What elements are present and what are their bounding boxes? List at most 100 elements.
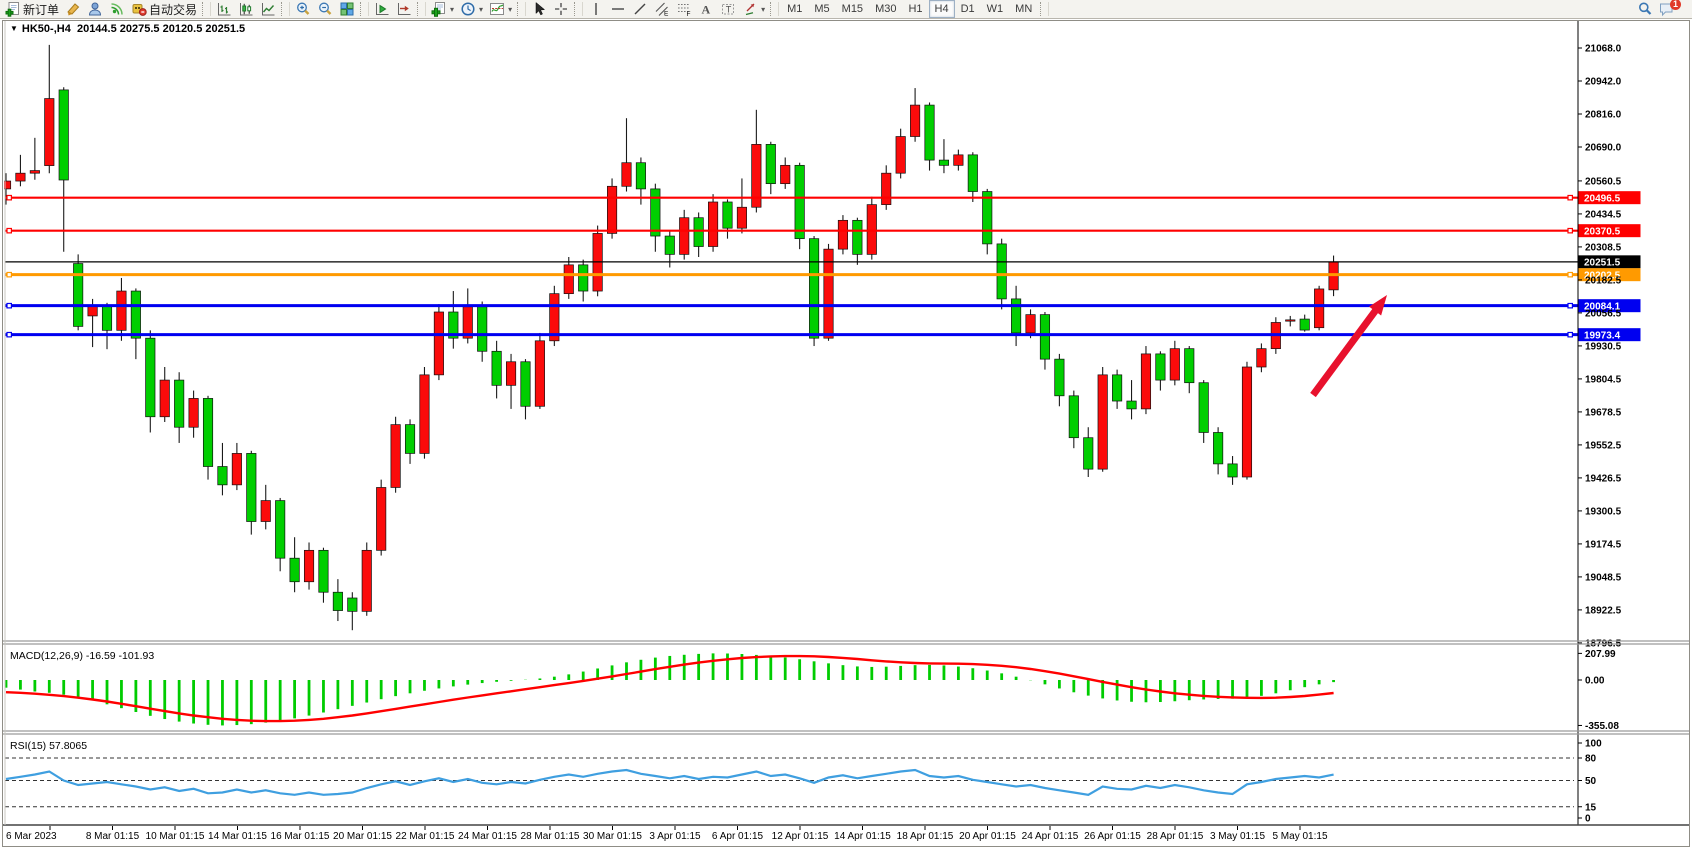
candlestick-chart-icon [238, 1, 254, 17]
candle [390, 424, 401, 488]
text-icon: A [698, 1, 714, 17]
time-axis-label: 28 Mar 01:15 [521, 831, 580, 842]
toolbar-period-button[interactable]: ▾ [457, 0, 486, 18]
toolbar-arrows-button[interactable]: ▾ [739, 0, 768, 18]
trendline-icon [632, 1, 648, 17]
toolbar-bar-chart-button[interactable] [213, 0, 235, 18]
bar-chart-icon [216, 1, 232, 17]
toolbar-tf-w1-button[interactable]: W1 [981, 0, 1010, 18]
toolbar-chat-button[interactable]: 1 [1656, 0, 1684, 18]
toolbar-autotrade-button[interactable]: 自动交易 [128, 0, 200, 18]
toolbar-group-draw: E F A T ▾ [585, 0, 768, 18]
toolbar-text-label-button[interactable]: T [717, 0, 739, 18]
candle [1039, 314, 1051, 360]
signals-icon [109, 1, 125, 17]
toolbar-text-button[interactable]: A [695, 0, 717, 18]
time-axis[interactable]: 6 Mar 2023 8 Mar 01:15 10 Mar 01:15 14 Mar … [6, 826, 1328, 842]
candle [722, 201, 733, 229]
toolbar-new-order-button[interactable]: 新订单 [2, 0, 62, 18]
rsi-line [5, 768, 1334, 796]
candle [996, 243, 1007, 300]
fibonacci-icon: F [676, 1, 692, 17]
candle [736, 206, 747, 229]
toolbar-group-zoom [292, 0, 358, 18]
toolbar-equidistant-channel-button[interactable]: E [651, 0, 673, 18]
candle [1025, 314, 1036, 334]
toolbar-tf-m5-button[interactable]: M5 [808, 0, 835, 18]
toolbar-trendline-button[interactable] [629, 0, 651, 18]
time-axis-label: 28 Apr 01:15 [1147, 831, 1204, 842]
toolbar-new-order-label: 新订单 [23, 2, 60, 17]
toolbar-tf-mn-label: MN [1015, 3, 1033, 15]
toolbar-search-button[interactable] [1634, 0, 1656, 18]
macd-pane [4, 653, 1335, 726]
time-axis-label: 6 Apr 01:15 [712, 831, 764, 842]
toolbar-auto-scroll-button[interactable] [371, 0, 393, 18]
candle [809, 238, 820, 339]
svg-text:E: E [664, 11, 669, 18]
toolbar-tf-d1-button[interactable]: D1 [955, 0, 981, 18]
line-chart-icon [260, 1, 276, 17]
toolbar-tf-m15-button[interactable]: M15 [836, 0, 869, 18]
candle [635, 162, 646, 190]
price-axis-label: 20434.5 [1585, 209, 1622, 220]
main-toolbar: 新订单 自动交易 ▾ ▾ ▾ E F A T ▾ M1 M5 M15 M30 H1 H4 D1 W1 MN 1 [0, 0, 1692, 19]
horizontal-line-object[interactable]: 20202.5 [5, 268, 1641, 281]
horizontal-line-object[interactable]: 20084.1 [5, 299, 1641, 312]
macd-signal-line [5, 654, 1334, 723]
candle [1198, 382, 1209, 433]
candle [217, 466, 228, 486]
toolbar-tf-mn-button[interactable]: MN [1009, 0, 1038, 18]
time-axis-label: 10 Mar 01:15 [146, 831, 205, 842]
toolbar-vertical-line-button[interactable] [585, 0, 607, 18]
toolbar-autotrade-label: 自动交易 [149, 2, 198, 17]
toolbar-indicators-button[interactable]: ▾ [486, 0, 515, 18]
horizontal-line-object[interactable]: 20370.5 [5, 224, 1641, 237]
toolbar-zoom-out-button[interactable] [314, 0, 336, 18]
toolbar-zoom-in-button[interactable] [292, 0, 314, 18]
candle [1126, 400, 1137, 410]
toolbar-tf-h1-button[interactable]: H1 [902, 0, 928, 18]
candle [275, 500, 286, 559]
candle [1083, 437, 1094, 470]
toolbar-chart-shift-button[interactable] [393, 0, 415, 18]
candle [664, 235, 675, 255]
svg-text:T: T [726, 4, 732, 14]
toolbar-fibonacci-button[interactable]: F [673, 0, 695, 18]
current-price-line[interactable]: 20251.5 [5, 255, 1641, 269]
toolbar-separator [1040, 2, 1050, 16]
toolbar-new-chart-button[interactable]: ▾ [428, 0, 457, 18]
toolbar-line-chart-button[interactable] [257, 0, 279, 18]
toolbar-tile-windows-button[interactable] [336, 0, 358, 18]
toolbar-tf-m30-button[interactable]: M30 [869, 0, 902, 18]
price-axis-label: 18922.5 [1585, 605, 1622, 616]
candle [1011, 298, 1022, 334]
candle [419, 374, 430, 454]
horizontal-line-object[interactable]: 19973.4 [5, 328, 1641, 341]
candle [1169, 348, 1180, 381]
toolbar-community-button[interactable] [84, 0, 106, 18]
rsi-axis-label: 100 [1585, 739, 1602, 750]
horizontal-line-object[interactable]: 20496.5 [5, 191, 1641, 204]
toolbar-signals-button[interactable] [106, 0, 128, 18]
toolbar-tf-m1-button[interactable]: M1 [781, 0, 808, 18]
equidistant-channel-icon: E [654, 1, 670, 17]
time-axis-label: 3 Apr 01:15 [649, 831, 701, 842]
toolbar-tf-h4-button[interactable]: H4 [928, 0, 955, 18]
toolbar-candlestick-chart-button[interactable] [235, 0, 257, 18]
candle [1184, 348, 1195, 384]
arrow-annotation[interactable] [1310, 295, 1387, 398]
toolbar-horizontal-line-button[interactable] [607, 0, 629, 18]
toolbar-group-right: 1 [1634, 0, 1690, 18]
price-line-label: 20496.5 [1584, 193, 1621, 204]
price-axis-label: 19426.5 [1585, 473, 1622, 484]
candle [188, 398, 199, 428]
time-axis-label: 30 Mar 01:15 [583, 831, 642, 842]
toolbar-cursor-button[interactable] [528, 0, 550, 18]
candle [1299, 318, 1310, 331]
chart-window[interactable]: ▼ HK50-,H4 20144.5 20275.5 20120.5 20251.… [0, 19, 1692, 849]
toolbar-crosshair-button[interactable] [550, 0, 572, 18]
toolbar-styler-button[interactable] [62, 0, 84, 18]
